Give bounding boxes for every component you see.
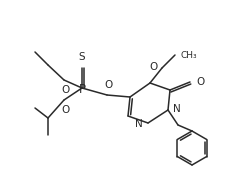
Text: P: P xyxy=(78,82,86,96)
Text: O: O xyxy=(61,105,69,115)
Text: O: O xyxy=(196,77,204,87)
Text: N: N xyxy=(135,119,143,129)
Text: O: O xyxy=(61,85,69,95)
Text: S: S xyxy=(79,52,85,62)
Text: O: O xyxy=(150,62,158,72)
Text: CH₃: CH₃ xyxy=(180,50,197,59)
Text: O: O xyxy=(104,80,112,90)
Text: N: N xyxy=(173,104,181,114)
